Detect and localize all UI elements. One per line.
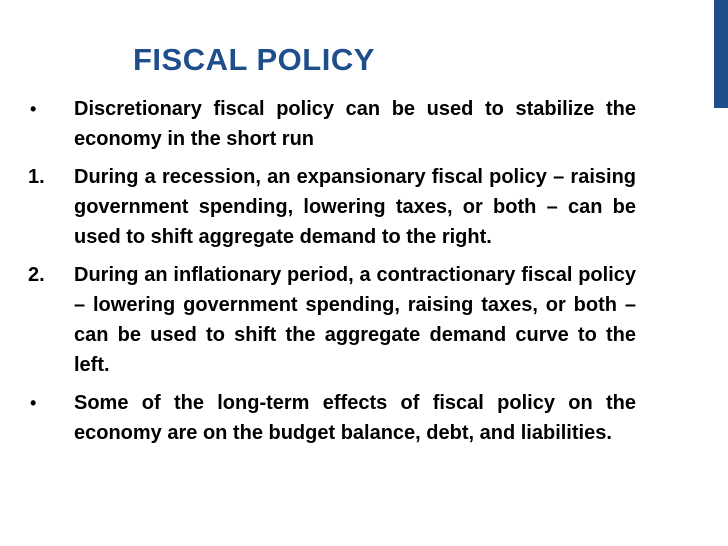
list-item-text: Discretionary fiscal policy can be used …	[74, 98, 636, 150]
bullet-marker: •	[30, 99, 37, 119]
slide-title: FISCAL POLICY	[133, 42, 375, 77]
slide-content: • Discretionary fiscal policy can be use…	[28, 94, 636, 456]
list-item: 1. During a recession, an expansionary f…	[28, 162, 636, 252]
list-item-text: Some of the long-term effects of fiscal …	[74, 392, 636, 444]
list-item-text: During an inflationary period, a contrac…	[74, 264, 636, 376]
bullet-marker: •	[30, 393, 37, 413]
accent-bar	[714, 0, 728, 108]
list-item: • Some of the long-term effects of fisca…	[28, 388, 636, 448]
number-marker: 2.	[28, 264, 45, 286]
list-item-text: During a recession, an expansionary fisc…	[74, 166, 636, 248]
list-item: 2. During an inflationary period, a cont…	[28, 260, 636, 380]
list-item: • Discretionary fiscal policy can be use…	[28, 94, 636, 154]
number-marker: 1.	[28, 166, 45, 188]
